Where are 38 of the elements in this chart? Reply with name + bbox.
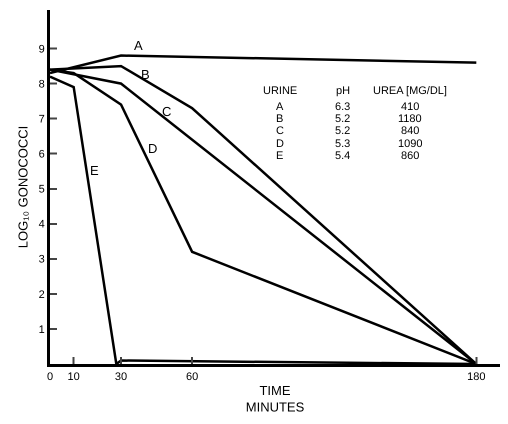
annotation: 5.2 [335, 125, 350, 137]
y-tick-label: 3 [38, 254, 45, 266]
y-tick-label: 4 [38, 218, 45, 231]
series-label: C [162, 104, 172, 119]
annotation: 1090 [398, 138, 422, 150]
annotation: E [276, 150, 284, 162]
y-tick-label: 5 [38, 184, 45, 196]
x-tick-label: 10 [68, 371, 80, 384]
annotation: pH [336, 85, 350, 97]
x-tick-label: 30 [114, 371, 128, 384]
annotation: C [276, 125, 284, 137]
series-label: E [90, 163, 99, 178]
annotation: 1180 [398, 113, 422, 125]
y-tick-label: 2 [38, 288, 45, 301]
annotation: 6.3 [335, 101, 350, 113]
annotation: A [276, 101, 284, 113]
x-tick-label: 0 [46, 371, 54, 384]
annotation: B [276, 113, 284, 125]
x-axis-title: TIME MINUTES [246, 382, 305, 415]
y-axis-title: LOG₁₀ GONOCOCCI [16, 126, 31, 248]
y-tick-label: 1 [38, 324, 45, 336]
annotation: UREA [MG/DL] [373, 85, 447, 97]
series-label: D [148, 141, 158, 156]
y-tick-label: 9 [38, 43, 45, 56]
x-tick-label: 60 [186, 371, 198, 384]
annotation: 840 [401, 125, 420, 137]
annotation: 5.3 [335, 138, 350, 150]
annotation: URINE [263, 85, 298, 97]
annotation: D [276, 138, 284, 150]
y-tick-label: 6 [38, 148, 45, 161]
x-tick-label: 180 [467, 371, 486, 384]
y-tick-label: 7 [38, 114, 45, 126]
annotation: 5.2 [335, 113, 350, 125]
annotation: 410 [401, 101, 420, 113]
series-label: A [134, 38, 143, 53]
y-tick-label: 8 [38, 78, 45, 90]
annotation: 860 [401, 150, 420, 162]
annotation: 5.4 [335, 150, 350, 162]
